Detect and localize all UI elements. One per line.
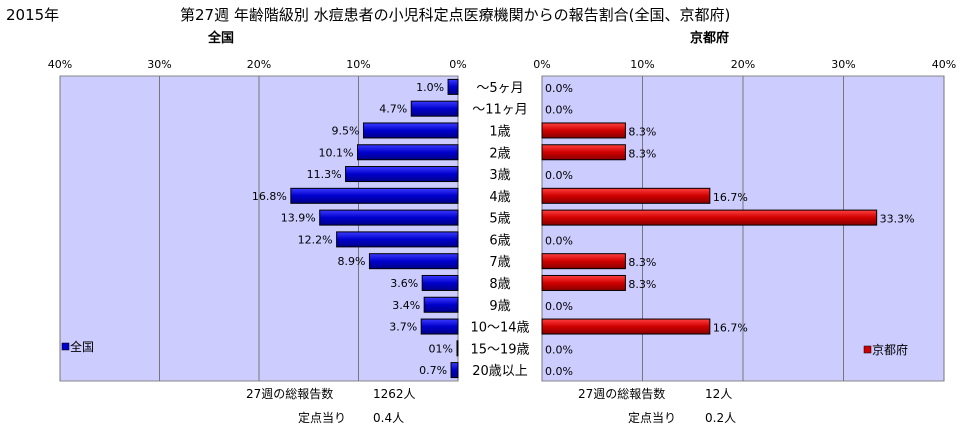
left-per-site-label: 定点当り xyxy=(298,410,346,425)
left-bar xyxy=(423,296,459,313)
left-data-label: 8.9% xyxy=(337,255,365,268)
category-label: 5歳 xyxy=(489,212,510,227)
right-tick-label: 10% xyxy=(630,58,654,71)
left-bar xyxy=(336,231,459,248)
category-label: 10〜14歳 xyxy=(470,321,529,336)
chart-title: 第27週 年齢階級別 水痘患者の小児科定点医療機関からの報告割合(全国、京都府) xyxy=(180,6,731,24)
right-tick-label: 30% xyxy=(831,58,855,71)
year-label: 2015年 xyxy=(6,6,60,24)
category-label: 4歳 xyxy=(489,190,510,205)
category-label: 8歳 xyxy=(489,277,510,292)
left-chart-title: 全国 xyxy=(208,31,235,46)
right-data-label: 0.0% xyxy=(545,365,573,378)
left-data-label: 11.3% xyxy=(307,168,342,181)
left-data-label: 4.7% xyxy=(379,103,407,116)
right-data-label: 0.0% xyxy=(545,82,573,95)
right-bar xyxy=(541,209,878,226)
right-data-label: 8.3% xyxy=(628,278,656,291)
left-data-label: 3.4% xyxy=(392,299,420,312)
left-bar xyxy=(345,166,459,183)
category-label: 2歳 xyxy=(489,146,510,161)
right-tick-label: 40% xyxy=(932,58,956,71)
left-legend-swatch xyxy=(61,342,70,351)
category-label: 1歳 xyxy=(489,124,510,139)
left-bar xyxy=(410,100,459,117)
left-data-label: 16.8% xyxy=(252,190,287,203)
category-label: 15〜19歳 xyxy=(470,342,529,357)
left-tick-label: 10% xyxy=(346,58,370,71)
right-data-label: 16.7% xyxy=(713,322,748,335)
right-data-label: 8.3% xyxy=(628,125,656,138)
left-data-label: 3.7% xyxy=(389,321,417,334)
right-data-label: 0.0% xyxy=(545,104,573,117)
left-data-label: 9.5% xyxy=(332,124,360,137)
right-total-value: 12人 xyxy=(705,387,732,401)
left-bar xyxy=(450,362,459,379)
category-label: 〜5ヶ月 xyxy=(476,81,523,96)
left-bar xyxy=(421,274,459,291)
left-total-value: 1262人 xyxy=(373,387,416,401)
left-data-label: 1.0% xyxy=(416,81,444,94)
left-per-site-value: 0.4人 xyxy=(373,411,404,425)
left-data-label: 13.9% xyxy=(281,212,316,225)
right-tick-label: 0% xyxy=(533,58,550,71)
right-data-label: 8.3% xyxy=(628,147,656,160)
right-data-label: 0.0% xyxy=(545,169,573,182)
right-bar xyxy=(541,253,626,270)
right-bar xyxy=(541,318,711,335)
right-bar xyxy=(541,144,626,161)
left-tick-label: 20% xyxy=(247,58,271,71)
right-bar xyxy=(541,274,626,291)
right-data-label: 33.3% xyxy=(880,213,915,226)
right-tick-label: 20% xyxy=(731,58,755,71)
left-data-label: 01% xyxy=(429,342,453,355)
right-chart-title: 京都府 xyxy=(690,31,730,46)
left-total-label: 27週の総報告数 xyxy=(246,386,333,401)
category-label: 〜11ヶ月 xyxy=(472,103,528,118)
left-data-label: 0.7% xyxy=(419,364,447,377)
left-bar xyxy=(368,253,459,270)
right-data-label: 0.0% xyxy=(545,234,573,247)
left-data-label: 10.1% xyxy=(319,146,354,159)
category-label: 20歳以上 xyxy=(472,364,528,379)
left-bar xyxy=(357,144,459,161)
right-data-label: 16.7% xyxy=(713,191,748,204)
left-legend-label: 全国 xyxy=(70,339,94,354)
category-label: 9歳 xyxy=(489,299,510,314)
left-bar xyxy=(319,209,459,226)
category-label: 3歳 xyxy=(489,168,510,183)
right-data-label: 0.0% xyxy=(545,300,573,313)
right-legend-swatch xyxy=(863,345,872,354)
right-per-site-label: 定点当り xyxy=(628,410,676,425)
right-per-site-value: 0.2人 xyxy=(705,411,736,425)
right-bar xyxy=(541,122,626,139)
right-bar xyxy=(541,187,711,204)
left-data-label: 3.6% xyxy=(390,277,418,290)
left-tick-label: 30% xyxy=(147,58,171,71)
left-bar xyxy=(420,318,459,335)
right-legend-label: 京都府 xyxy=(872,342,908,357)
left-bar xyxy=(290,187,459,204)
right-total-label: 27週の総報告数 xyxy=(578,386,665,401)
left-data-label: 12.2% xyxy=(298,233,333,246)
right-data-label: 8.3% xyxy=(628,256,656,269)
right-data-label: 0.0% xyxy=(545,343,573,356)
left-tick-label: 0% xyxy=(449,58,466,71)
left-bar xyxy=(362,122,459,139)
left-tick-label: 40% xyxy=(48,58,72,71)
left-bar xyxy=(447,78,459,95)
category-label: 6歳 xyxy=(489,233,510,248)
left-bar xyxy=(456,340,459,357)
category-label: 7歳 xyxy=(489,255,510,270)
